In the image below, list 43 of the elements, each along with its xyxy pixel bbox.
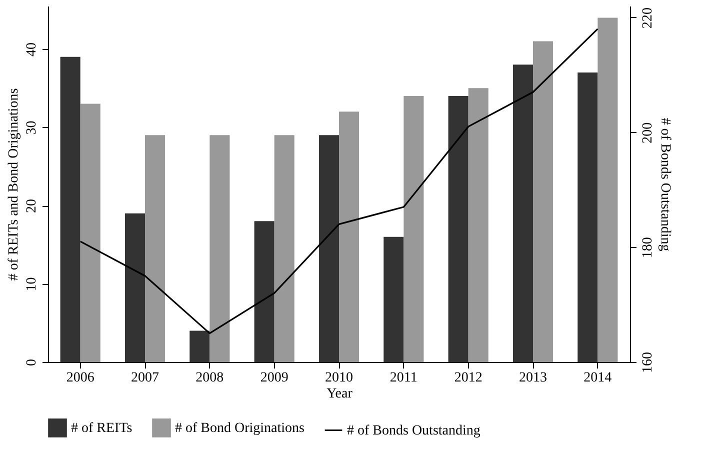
- y2-tick-label: 200: [640, 122, 656, 144]
- line-series: [80, 28, 598, 334]
- x-tick-label: 2008: [196, 370, 224, 386]
- y-tick-label: 0: [24, 359, 40, 366]
- bar: [80, 104, 100, 362]
- legend-label: # of Bond Originations: [175, 420, 304, 436]
- y-axis-title: # of REITs and Bond Originations: [6, 88, 22, 281]
- legend-label: # of Bonds Outstanding: [347, 423, 480, 438]
- y2-axis-title: # of Bonds Outstanding: [658, 118, 672, 252]
- bar: [512, 64, 533, 362]
- x-tick-label: 2014: [584, 370, 612, 386]
- bar: [468, 88, 488, 362]
- x-tick-label: 2010: [325, 370, 353, 386]
- y-tick-label: 20: [24, 199, 40, 214]
- bar: [60, 56, 80, 362]
- bar: [190, 330, 210, 362]
- bar: [404, 96, 424, 362]
- bar: [124, 213, 145, 362]
- bar: [448, 96, 468, 362]
- x-tick-label: 2006: [66, 370, 94, 386]
- y2-tick-label: 180: [640, 237, 656, 258]
- bar: [210, 135, 230, 362]
- x-tick-label: 2012: [454, 370, 482, 386]
- bar: [274, 135, 294, 362]
- bar: [578, 72, 598, 362]
- bar: [533, 41, 554, 362]
- x-tick-label: 2011: [390, 370, 418, 386]
- x-axis-title: Year: [326, 386, 353, 402]
- y2-tick-label: 160: [640, 352, 656, 373]
- y-tick-label: 40: [24, 42, 40, 57]
- bar: [318, 135, 339, 362]
- bar: [145, 135, 166, 362]
- bar: [254, 221, 274, 362]
- bar: [384, 236, 404, 362]
- y-tick-label: 30: [24, 120, 40, 135]
- x-tick-label: 2007: [131, 370, 159, 386]
- x-tick-label: 2009: [260, 370, 288, 386]
- y-tick-label: 10: [24, 277, 40, 292]
- y2-tick-label: 220: [640, 7, 656, 28]
- bar: [339, 112, 360, 362]
- bar: [598, 18, 618, 362]
- legend-label: # of REITs: [71, 420, 132, 436]
- x-tick-label: 2013: [519, 370, 547, 386]
